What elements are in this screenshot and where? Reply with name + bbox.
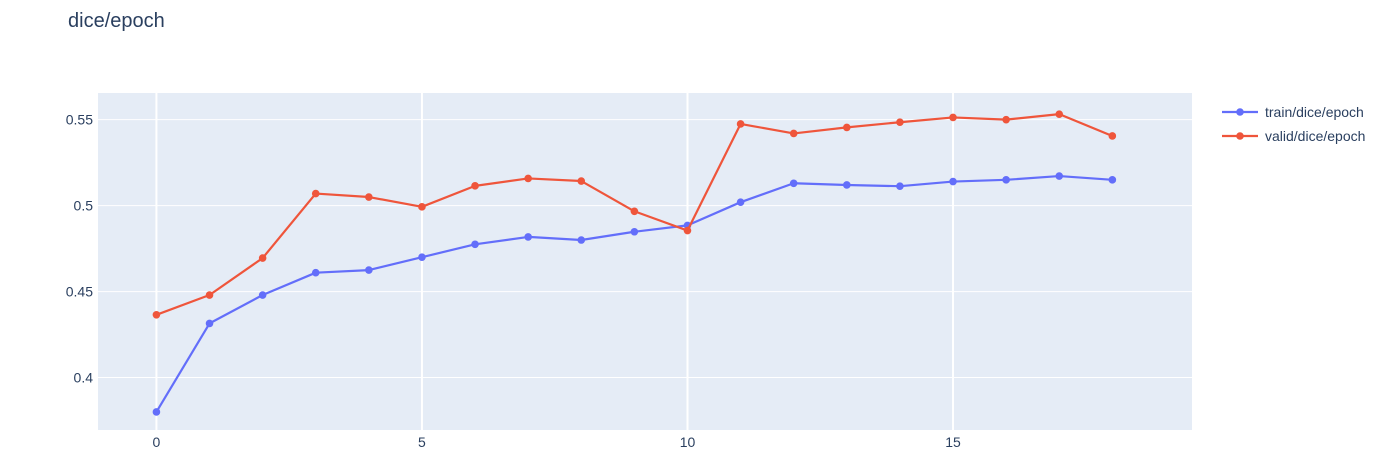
data-point [471,182,479,190]
data-point [1002,115,1010,124]
data-point [205,319,214,328]
data-point [683,226,692,235]
data-point [418,203,426,211]
data-point [311,189,320,198]
data-point [843,181,851,189]
data-point [205,291,214,299]
data-point [152,311,161,319]
data-point [1055,110,1064,118]
data-point [577,236,586,244]
data-point [418,253,426,262]
chart-title: dice/epoch [68,10,165,32]
data-point [258,254,267,262]
data-point [896,118,904,127]
x-tick-label: 5 [418,434,426,450]
data-point [311,268,320,277]
data-point [471,240,479,249]
data-point [736,198,745,206]
data-point [949,113,957,122]
x-tick-label: 10 [680,434,696,450]
legend-marker [1236,132,1244,140]
x-tick-label: 0 [153,434,161,450]
data-point [152,408,161,416]
legend-marker [1236,108,1244,116]
data-point [577,177,586,185]
data-point [1055,172,1064,180]
data-point [1108,176,1117,184]
data-point [843,123,851,132]
y-tick-label: 0.5 [74,198,94,214]
legend-label: valid/dice/epoch [1265,128,1365,144]
y-tick-label: 0.55 [66,112,93,128]
data-point [258,291,267,299]
data-point [365,266,373,274]
x-tick-label: 15 [945,434,961,450]
data-point [630,227,639,236]
data-point [524,174,532,183]
plot-area [98,93,1192,430]
data-point [524,233,532,241]
data-point [949,177,957,186]
legend-label: train/dice/epoch [1265,104,1364,120]
data-point [1002,176,1010,184]
data-point [1108,132,1117,140]
data-point [896,182,904,190]
data-point [789,129,798,138]
y-tick-label: 0.45 [66,284,93,300]
data-point [365,193,373,201]
data-point [736,120,745,128]
data-point [630,207,639,216]
data-point [789,179,798,188]
y-tick-label: 0.4 [74,370,94,386]
